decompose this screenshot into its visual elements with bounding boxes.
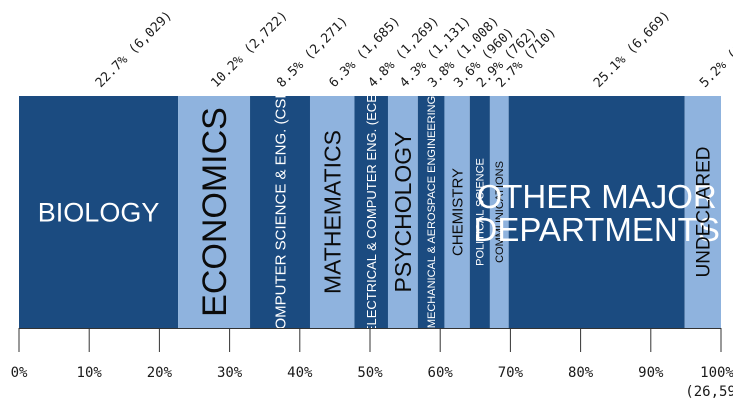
pct-label-other-major-departments: 25.1% (6,669): [591, 8, 674, 91]
bar-segment-chemistry: [444, 96, 470, 328]
x-tick-label: 20%: [147, 365, 173, 381]
x-tick-label: 70%: [498, 365, 524, 381]
segments: [19, 96, 721, 328]
bar-segment-other-major-departments: [508, 96, 685, 328]
segment-label-political-science: POLITICAL SCIENCE: [475, 158, 487, 266]
bar-segment-political-science: [469, 96, 490, 328]
bar-segment-psychology: [387, 96, 418, 328]
bar-segment-electrical-and-computer-eng-ece: [354, 96, 388, 328]
segment-label-undeclared: UNDECLARED: [694, 147, 715, 278]
segment-labels: BIOLOGY ECONOMICS COMPUTER SCIENCE & ENG. …: [38, 84, 720, 341]
x-tick-label: 40%: [287, 365, 313, 381]
segment-label-economics: ECONOMICS: [196, 107, 234, 317]
bar-segment-computer-science-and-eng-cse: [250, 96, 310, 328]
segment-label-psychology: PSYCHOLOGY: [390, 131, 416, 292]
x-tick-label: 80%: [568, 365, 594, 381]
x-tick-label: 60%: [428, 365, 454, 381]
segment-label-chemistry: CHEMISTRY: [449, 168, 466, 256]
total-count-label: (26,590): [685, 384, 733, 400]
x-tick-label: 90%: [638, 365, 664, 381]
bar-segment-economics: [178, 96, 251, 328]
pct-label-undeclared: 5.2% (1,374): [697, 14, 733, 91]
x-tick-label: 10%: [77, 365, 103, 381]
segment-label-electrical-and-computer-eng-ece: ELECTRICAL & COMPUTER ENG. (ECE): [364, 90, 379, 334]
bar-segment-mathematics: [309, 96, 355, 328]
segment-label-mathematics: MATHEMATICS: [319, 130, 345, 294]
segment-label-communications: COMMUNICATIONS: [494, 161, 506, 263]
segment-label-computer-science-and-eng-cse: COMPUTER SCIENCE & ENG. (CSE): [272, 84, 289, 341]
bar-segment-undeclared: [684, 96, 721, 328]
x-tick-label: 50%: [357, 365, 383, 381]
x-tick-label: 30%: [217, 365, 243, 381]
x-tick-label: 0%: [11, 365, 28, 381]
bar-segment-biology: [19, 96, 179, 328]
bar-segment-mechanical-and-aerospace-engineering: [417, 96, 445, 328]
segment-label-mechanical-and-aerospace-engineering: MECHANICAL & AEROSPACE ENGINEERING: [426, 96, 438, 328]
percentage-labels: 22.7% (6,029) 10.2% (2,722)8.5% (2,271)6.…: [93, 8, 733, 91]
segment-label-biology: BIOLOGY: [38, 197, 160, 227]
x-tick-label: 100%: [700, 365, 733, 381]
segment-label-other-major-departments: OTHER MAJOR DEPARTMENTS: [474, 178, 720, 248]
pct-label-biology: 22.7% (6,029): [93, 8, 176, 91]
bar-segment-communications: [489, 96, 509, 328]
x-axis: 0% 10% 20% 30% 40% 50% 60% 70% 80% 90% 100% (26,590…: [11, 328, 733, 400]
